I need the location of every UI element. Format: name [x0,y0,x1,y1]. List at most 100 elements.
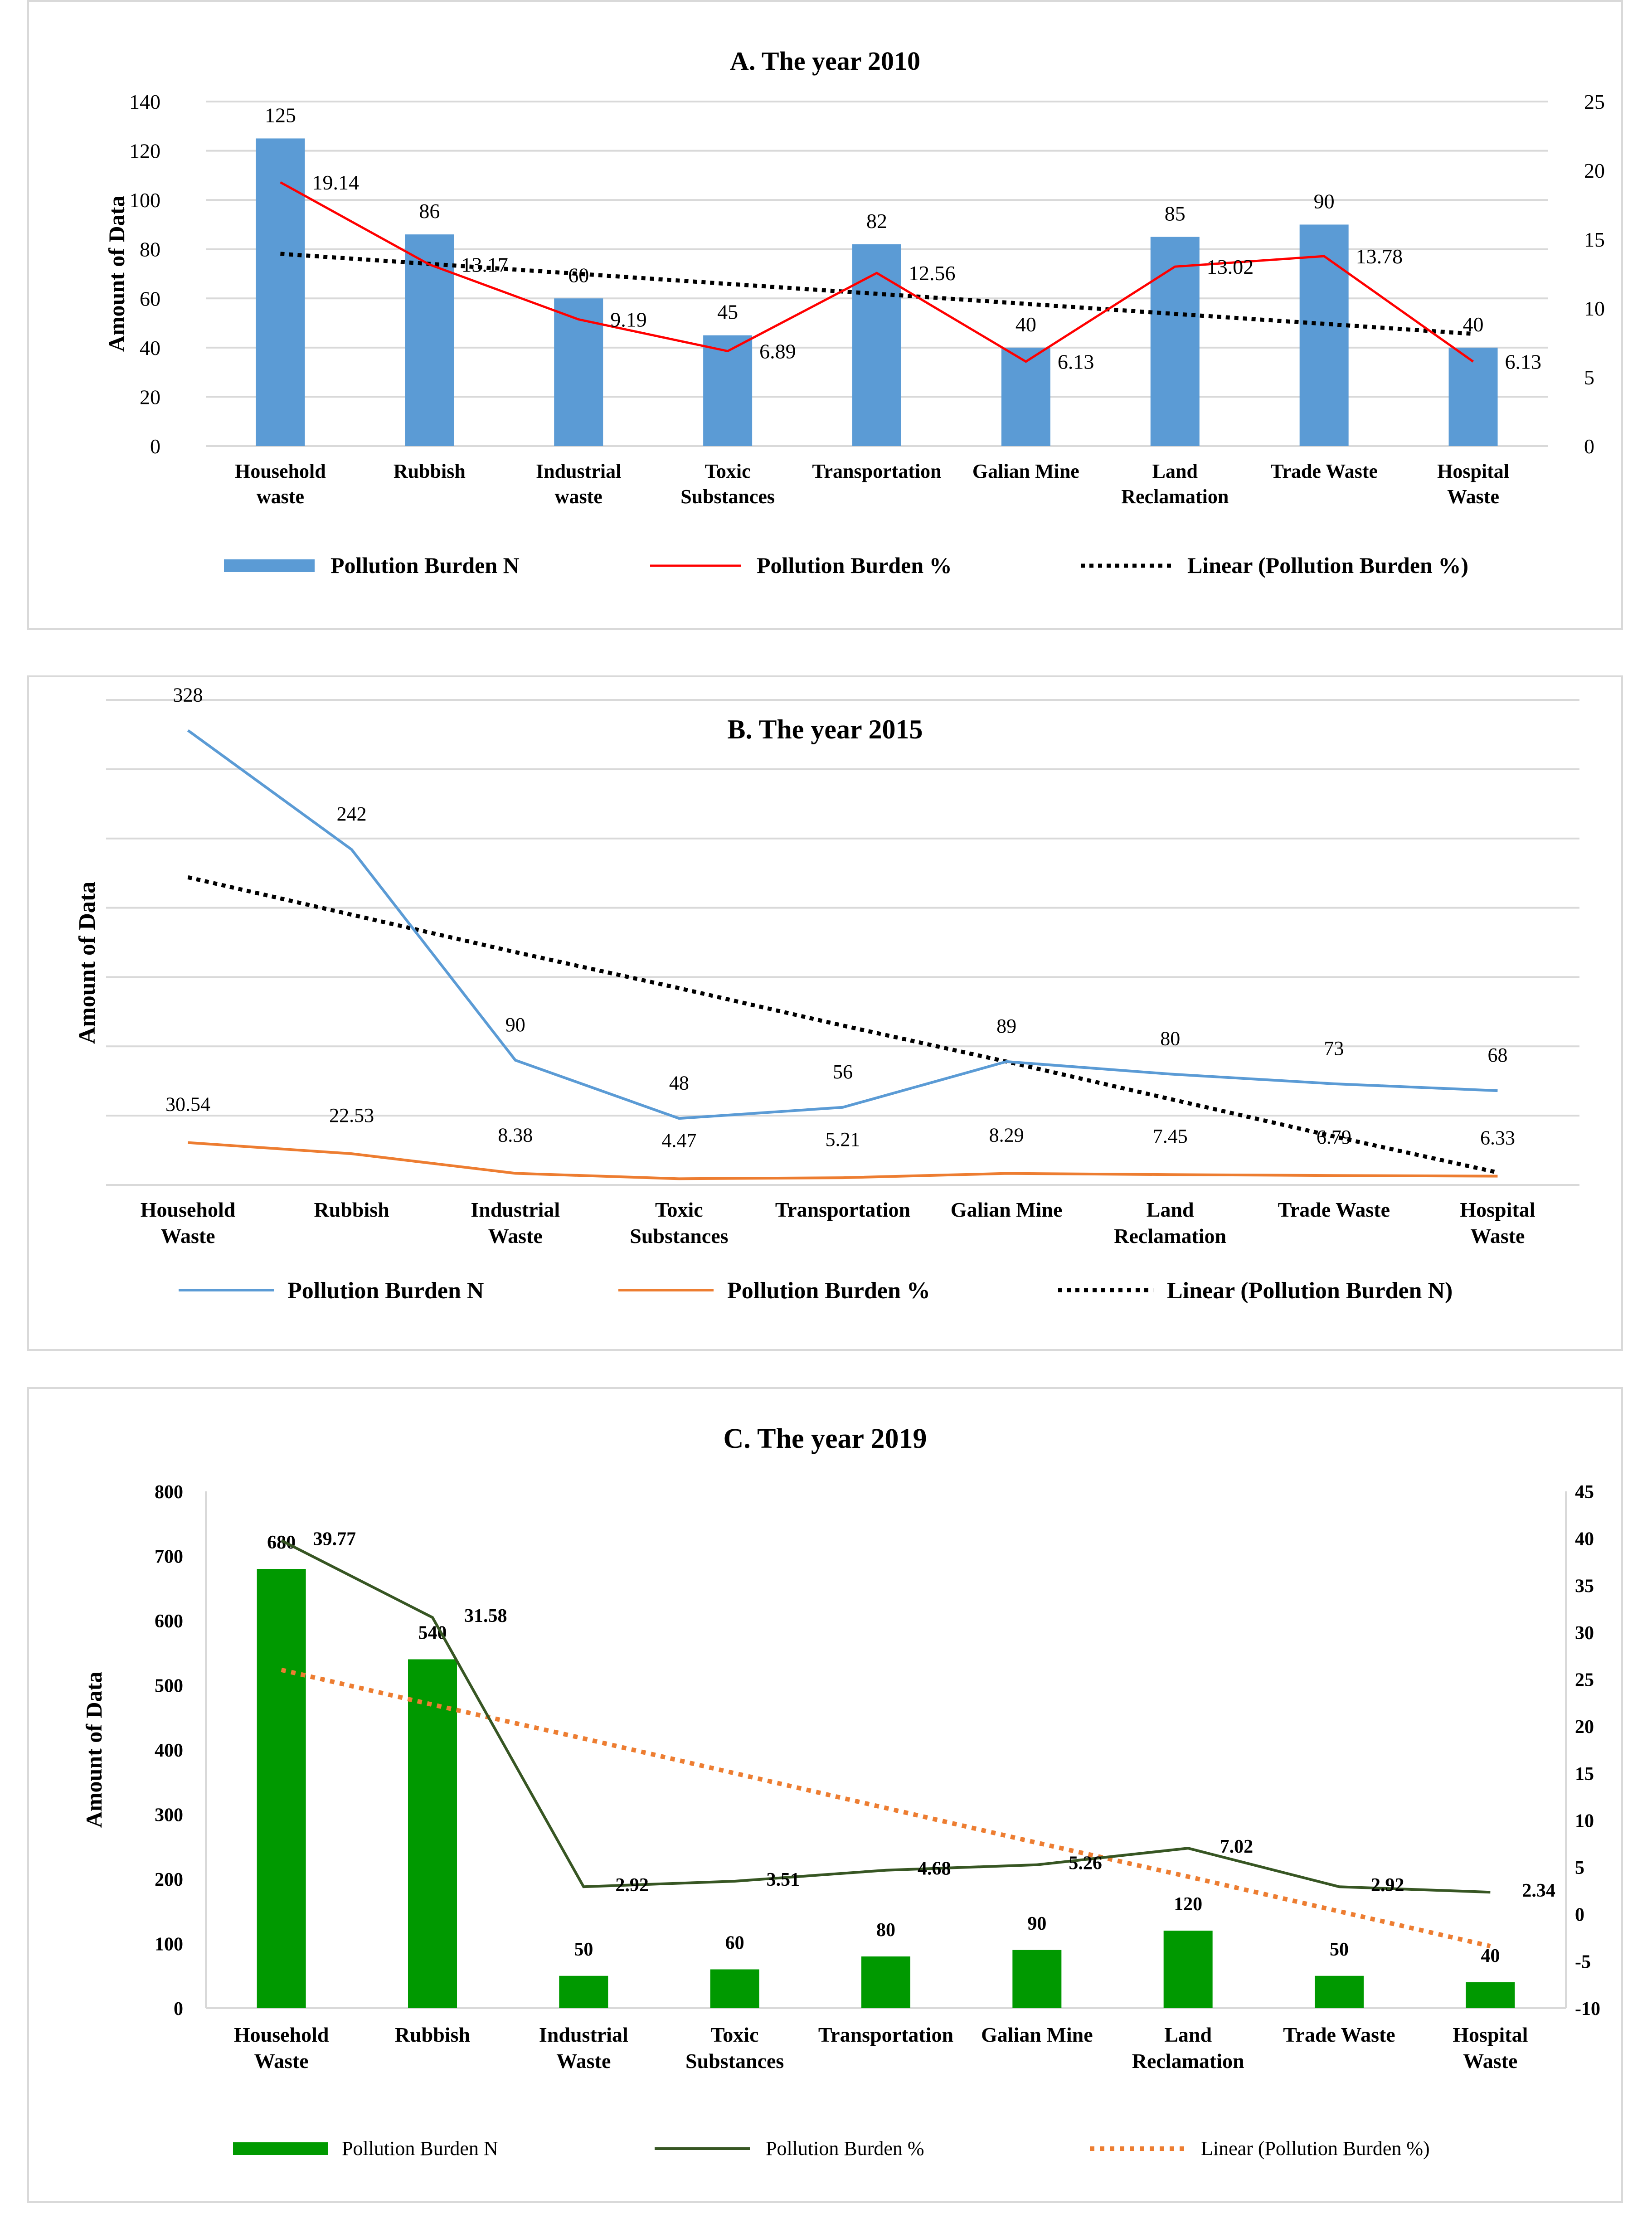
x-tick-label: Industrial [536,460,621,482]
x-tick-label: Transportation [818,2023,953,2046]
bar-value-label: 680 [267,1532,296,1553]
x-tick-label: Substances [680,485,775,508]
x-tick-label: Land [1164,2023,1212,2046]
legend-label: Pollution Burden % [766,2137,924,2160]
y2-tick-label: 10 [1584,297,1605,320]
bar [852,244,901,446]
count-value-label: 48 [669,1072,689,1094]
x-tick-label: Household [234,2023,329,2046]
chart-panel-2010: A. The year 2010 Amount of Data 0 20 40 60 80 1… [27,0,1623,630]
percent-value-label: 7.45 [1153,1125,1188,1147]
x-tick-label: Trade Waste [1270,460,1378,482]
percent-value-label: 6.33 [1480,1127,1515,1149]
bar-value-label: 45 [717,301,738,324]
x-tick-label: Household [141,1198,236,1221]
legend-label: Linear (Pollution Burden N) [1167,1278,1453,1304]
y-tick-label: 400 [155,1740,183,1761]
legend-label: Linear (Pollution Burden %) [1187,553,1468,578]
y2-tick-label: 0 [1575,1905,1584,1926]
y2-tick-label: 25 [1575,1670,1594,1691]
percent-value-label: 13.02 [1207,255,1254,278]
bar-value-label: 50 [574,1939,593,1960]
count-value-label: 80 [1160,1027,1180,1049]
x-tick-label: Hospital [1437,460,1509,482]
percent-value-label: 2.92 [1371,1875,1404,1896]
chart-panel-2015: B. The year 2015 Amount of Data 328 242 90 48… [27,675,1623,1351]
percent-value-label: 31.58 [464,1606,507,1626]
count-value-label: 328 [173,684,203,706]
y2-tick-label: -5 [1575,1951,1591,1972]
bar-value-label: 80 [876,1920,895,1941]
percent-value-label: 4.47 [661,1129,696,1151]
y-tick-label: 100 [155,1934,183,1955]
bar [1012,1950,1062,2008]
count-value-label: 90 [505,1014,525,1036]
chart-2015: B. The year 2015 Amount of Data 328 242 90 48… [74,684,1579,1304]
bar-value-label: 60 [725,1933,744,1954]
percent-value-label: 6.79 [1317,1126,1351,1148]
percent-value-label: 39.77 [313,1529,356,1549]
y2-tick-label: 35 [1575,1576,1594,1597]
y2-tick-label: 20 [1575,1717,1594,1738]
x-tick-label: waste [555,485,602,508]
y-tick-label: 700 [155,1547,183,1568]
bar [408,1659,457,2008]
x-tick-label: Transportation [775,1198,910,1221]
y2-tick-label: -10 [1575,1999,1600,2019]
x-tick-label: Substances [630,1224,728,1247]
percent-value-label: 4.68 [918,1859,951,1879]
bar-value-label: 125 [265,103,296,126]
x-tick-label: waste [257,485,304,508]
y2-tick-label: 5 [1575,1858,1584,1878]
trend-line [280,252,1473,336]
percent-value-label: 13.17 [461,253,508,277]
chart-panel-2019: C. The year 2019 Amount of Data 0 100 200 300… [27,1387,1623,2203]
legend-label: Pollution Burden N [330,553,520,578]
bar [1315,1975,1364,2008]
y-axis-title: Amount of Data [74,882,100,1044]
bar [710,1969,759,2008]
bar [256,138,305,446]
percent-value-label: 3.51 [767,1869,800,1890]
bar-value-label: 120 [1174,1894,1202,1915]
percent-value-label: 9.19 [610,308,647,331]
count-value-label: 68 [1487,1044,1507,1066]
x-tick-label: Galian Mine [981,2023,1093,2046]
x-tick-label: Rubbish [394,460,466,482]
x-tick-label: Galian Mine [951,1198,1063,1221]
x-tick-label: Waste [1447,485,1499,508]
x-tick-label: Reclamation [1132,2049,1244,2073]
x-tick-label: Trade Waste [1278,1198,1390,1221]
bar-value-label: 60 [568,263,589,286]
x-tick-label: Reclamation [1114,1224,1226,1247]
x-tick-label: Land [1152,460,1198,482]
bar [1448,347,1498,446]
x-tick-label: Toxic [655,1198,703,1221]
x-tick-label: Reclamation [1121,485,1229,508]
percent-value-label: 12.56 [909,262,956,285]
y-tick-label: 300 [155,1805,183,1826]
x-tick-label: Industrial [471,1198,560,1221]
count-value-label: 242 [337,803,367,825]
y-tick-label: 20 [140,385,160,408]
bar [1001,347,1050,446]
bar-value-label: 85 [1165,202,1186,225]
bar-value-label: 82 [866,209,887,233]
x-tick-label: Trade Waste [1283,2023,1395,2046]
bar [1163,1931,1213,2008]
y2-tick-label: 10 [1575,1810,1594,1831]
legend-label: Pollution Burden N [342,2137,498,2160]
percent-value-label: 19.14 [312,171,359,194]
x-tick-label: Toxic [705,460,751,482]
bar-value-label: 90 [1027,1913,1046,1934]
x-tick-label: Waste [254,2049,309,2073]
x-tick-label: Industrial [539,2023,628,2046]
x-tick-label: Waste [1470,1224,1525,1247]
x-tick-label: Household [235,460,326,482]
x-tick-label: Galian Mine [972,460,1079,482]
percent-line [188,1141,1498,1180]
y-tick-label: 100 [129,189,160,212]
y2-tick-label: 20 [1584,159,1605,182]
count-line [187,729,1498,1120]
